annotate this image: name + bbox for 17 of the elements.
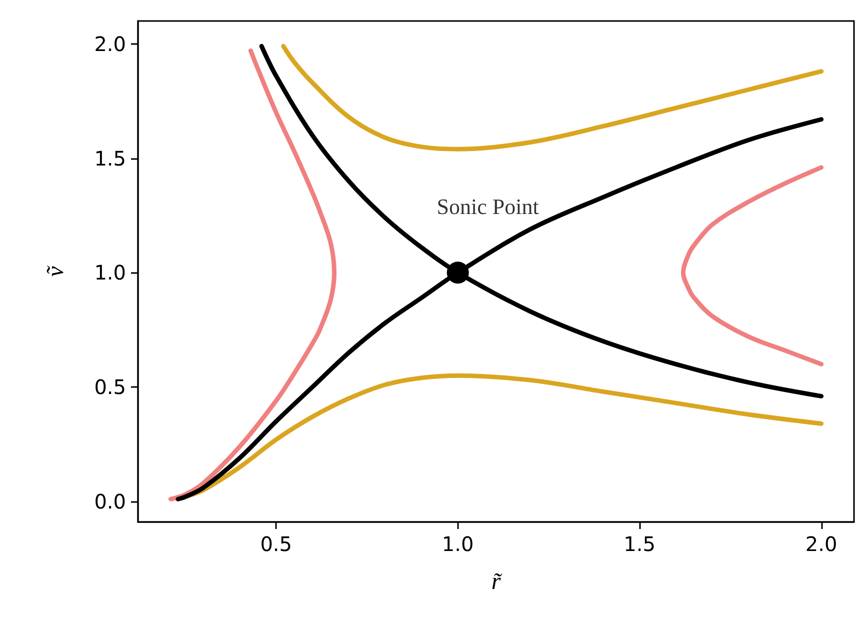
- x-axis-title: r̃: [491, 569, 503, 595]
- y-tick-label: 2.0: [94, 32, 126, 56]
- line-series: [259, 44, 824, 398]
- line-series: [168, 48, 337, 502]
- line-series: [680, 165, 824, 366]
- line-series: [281, 44, 824, 152]
- x-tick-label: 0.5: [260, 532, 292, 556]
- y-tick-label: 0.0: [94, 489, 126, 514]
- y-tick-label: 1.0: [94, 260, 126, 285]
- x-tick-label: 1.0: [442, 532, 474, 556]
- x-tick-label: 2.0: [805, 532, 838, 556]
- y-tick-label: 0.5: [94, 375, 126, 400]
- line-series: [176, 117, 824, 502]
- x-tick-label: 1.5: [624, 532, 656, 556]
- annotation: Sonic Point: [436, 194, 539, 220]
- y-axis-title: ṽ: [43, 264, 69, 277]
- y-tick-label: 1.5: [94, 146, 126, 170]
